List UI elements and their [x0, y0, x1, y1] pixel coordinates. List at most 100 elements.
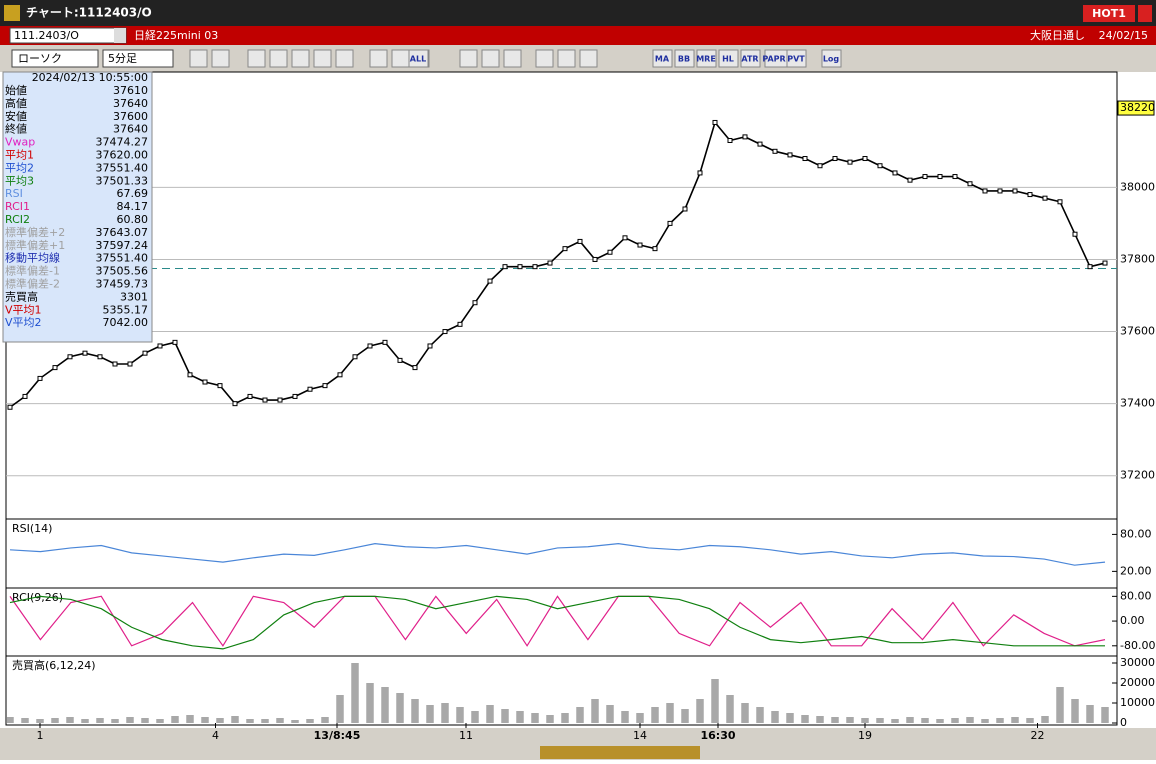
volume-bar	[201, 717, 209, 723]
info-value: 37600	[113, 110, 148, 123]
tool-icon[interactable]	[503, 49, 522, 68]
interval-select[interactable]	[102, 49, 174, 68]
volume-bar	[681, 709, 689, 723]
tool-icon[interactable]	[579, 49, 598, 68]
info-value: 37597.24	[96, 239, 149, 252]
tool-icon[interactable]	[313, 49, 332, 68]
candle	[727, 137, 733, 143]
volume-bar	[561, 713, 569, 723]
symbol: 111.2403/O	[14, 29, 79, 42]
tool-button-label: ATR	[741, 55, 758, 64]
volume-bar	[531, 713, 539, 723]
info-value: 37610	[113, 84, 148, 97]
candle	[802, 156, 808, 162]
candle	[472, 300, 478, 306]
series-line	[9, 543, 1106, 566]
candle	[97, 354, 103, 360]
info-label: 移動平均線	[5, 251, 60, 265]
info-label: Vwap	[5, 136, 35, 149]
scroll-thumb[interactable]	[540, 746, 700, 759]
info-value: 37501.33	[96, 174, 149, 187]
info-value: 60.80	[117, 213, 149, 226]
candle	[517, 264, 523, 270]
chart-kind-select[interactable]	[11, 49, 99, 68]
y-tick-label: -80.00	[1120, 639, 1155, 652]
info-value: 37551.40	[96, 252, 149, 265]
tool-icon[interactable]	[535, 49, 554, 68]
x-tick-label: 22	[1031, 729, 1045, 742]
volume-bar	[831, 717, 839, 723]
volume-bar	[126, 717, 134, 723]
volume-bar	[426, 705, 434, 723]
y-tick-label: 37400	[1120, 397, 1155, 410]
close-button[interactable]	[1138, 5, 1152, 22]
info-label: 標準偏差-1	[5, 264, 60, 278]
tool-icon[interactable]	[189, 49, 208, 68]
tool-icon[interactable]	[247, 49, 266, 68]
tool-icon[interactable]	[459, 49, 478, 68]
tool-icon[interactable]	[335, 49, 354, 68]
tool-button[interactable]	[786, 49, 807, 68]
volume-bar	[111, 719, 119, 723]
info-label: V平均1	[5, 303, 42, 316]
candle	[7, 404, 13, 410]
candle	[937, 174, 943, 180]
volume-bar	[1071, 699, 1079, 723]
tool-icon[interactable]	[481, 49, 500, 68]
candle	[502, 264, 508, 270]
tool-button[interactable]	[821, 49, 842, 68]
tool-icon[interactable]	[557, 49, 576, 68]
info-label: V平均2	[5, 316, 42, 329]
candle	[127, 361, 133, 367]
tool-button[interactable]	[408, 49, 429, 68]
candle	[307, 386, 313, 392]
tool-button[interactable]	[740, 49, 761, 68]
tool-button[interactable]	[696, 49, 717, 68]
candle	[292, 393, 298, 399]
candle	[1027, 192, 1033, 198]
tool-icon[interactable]	[211, 49, 230, 68]
volume-bar	[351, 663, 359, 723]
tool-icon[interactable]	[269, 49, 288, 68]
symbol-dropdown[interactable]	[114, 28, 126, 43]
candle	[607, 249, 613, 255]
series-line	[9, 595, 1106, 647]
hot-button[interactable]	[1083, 5, 1135, 22]
candle	[457, 321, 463, 327]
y-tick-label: 80.00	[1120, 589, 1152, 602]
tool-icon[interactable]	[291, 49, 310, 68]
info-label: RCI2	[5, 213, 30, 226]
tool-button[interactable]	[652, 49, 673, 68]
volume-bar	[471, 711, 479, 723]
hot-label: HOT1	[1092, 7, 1126, 20]
info-value: 37459.73	[96, 278, 149, 291]
y-tick-label: 0.00	[1120, 614, 1145, 627]
chart-area	[0, 72, 1156, 728]
candle	[667, 220, 673, 226]
candle	[712, 119, 718, 125]
tool-button[interactable]	[674, 49, 695, 68]
info-label: 始値	[5, 83, 27, 97]
x-tick-label: 13/8:45	[314, 729, 361, 742]
y-tick-label: 37600	[1120, 325, 1155, 338]
volume-bar	[81, 719, 89, 723]
info-value: 37640	[113, 97, 148, 110]
volume-bar	[1011, 717, 1019, 723]
info-label: 平均1	[5, 149, 34, 162]
y-tick-label: 37200	[1120, 469, 1155, 482]
volume-bar	[666, 703, 674, 723]
candle	[1012, 188, 1018, 194]
candle	[742, 134, 748, 140]
tool-button[interactable]	[718, 49, 739, 68]
tool-icon[interactable]	[369, 49, 388, 68]
candle	[367, 343, 373, 349]
candle	[1102, 260, 1108, 266]
volume-bar	[21, 718, 29, 723]
tool-icon[interactable]	[391, 49, 410, 68]
info-timestamp: 2024/02/13 10:55:00	[32, 71, 148, 84]
volume-bar	[171, 716, 179, 723]
candle	[67, 354, 73, 360]
volume-bar	[306, 719, 314, 723]
